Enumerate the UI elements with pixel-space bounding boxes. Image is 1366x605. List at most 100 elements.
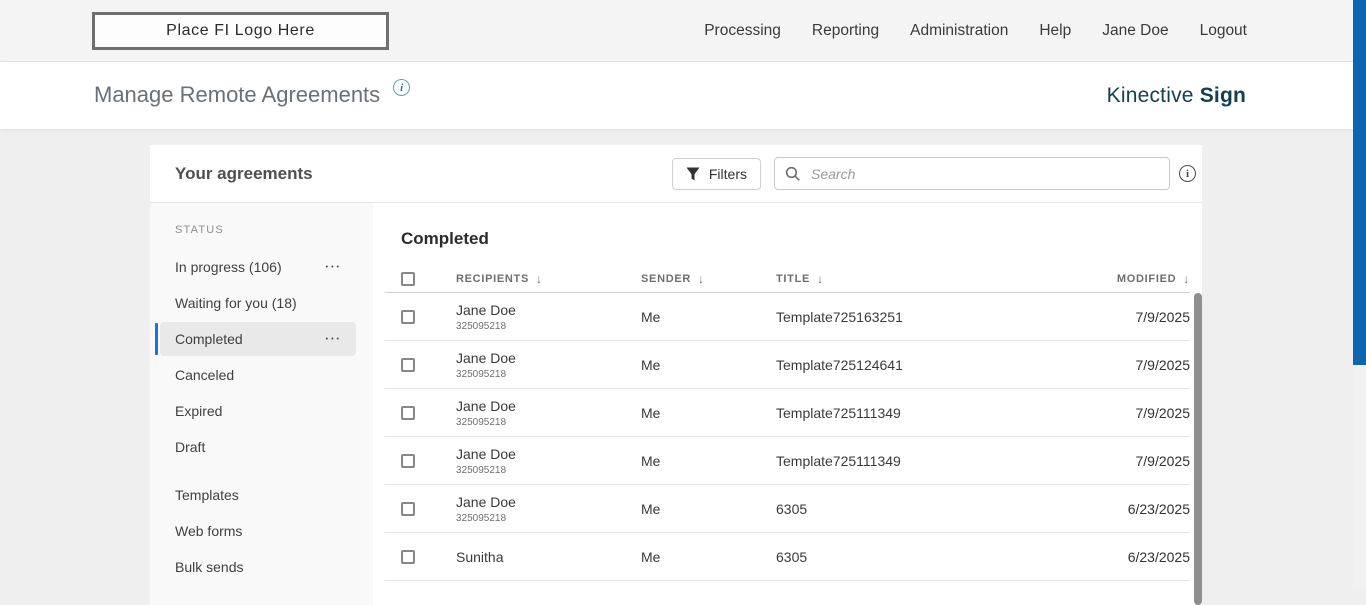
sidebar-item-templates[interactable]: Templates xyxy=(150,477,356,513)
modified-cell: 6/23/2025 xyxy=(1127,548,1190,565)
search-info-icon[interactable]: i xyxy=(1179,165,1196,182)
recipient-id: 325095218 xyxy=(456,512,507,524)
column-header-title[interactable]: TITLE ↓ xyxy=(776,272,1117,286)
table-rows: Jane Doe 325095218 Me Template725163251 … xyxy=(385,293,1190,581)
table-row[interactable]: Jane Doe 325095218 Me Template725163251 … xyxy=(385,293,1190,341)
sort-descending-icon[interactable]: ↓ xyxy=(1183,271,1190,286)
search-input[interactable] xyxy=(809,164,1159,183)
sort-descending-icon[interactable]: ↓ xyxy=(817,271,824,286)
page-info-icon[interactable]: i xyxy=(393,79,411,97)
search-box[interactable] xyxy=(774,157,1170,190)
status-sidebar: STATUS In progress (106) ••• Waiting for… xyxy=(150,203,373,605)
agreements-table-area: Completed RECIPIENTS ↓ SENDER ↓ TITLE ↓ MODIFI… xyxy=(373,203,1202,605)
sidebar-item-bulk-sends[interactable]: Bulk sends xyxy=(150,549,356,585)
status-section-label: STATUS xyxy=(175,224,224,236)
table-header-row: RECIPIENTS ↓ SENDER ↓ TITLE ↓ MODIFIED ↓ xyxy=(385,265,1190,293)
recipient-name: Jane Doe xyxy=(456,397,516,414)
recipient-id: 325095218 xyxy=(456,320,507,332)
nav-item-processing[interactable]: Processing xyxy=(704,21,781,39)
table-section-title: Completed xyxy=(401,229,489,248)
sidebar-divider-gap xyxy=(150,465,373,477)
table-row[interactable]: Jane Doe 325095218 Me Template725111349 … xyxy=(385,389,1190,437)
recipient-name: Jane Doe xyxy=(456,301,516,318)
column-header-modified[interactable]: MODIFIED ↓ xyxy=(1117,272,1190,286)
row-checkbox[interactable] xyxy=(401,405,415,420)
brand-name: Kinective xyxy=(1106,83,1194,107)
sidebar-item-label: Waiting for you (18) xyxy=(175,295,297,311)
sender-cell: Me xyxy=(641,452,661,469)
filters-button-label: Filters xyxy=(708,165,747,182)
page-scrollbar[interactable] xyxy=(1353,0,1366,589)
sidebar-item-waiting-for-you-18[interactable]: Waiting for you (18) xyxy=(150,285,356,321)
page-scrollbar-thumb[interactable] xyxy=(1353,0,1366,365)
recipient-name: Sunitha xyxy=(456,548,504,565)
table-scrollbar-thumb[interactable] xyxy=(1194,293,1202,605)
filters-button[interactable]: Filters xyxy=(671,157,761,190)
title-cell: Template725163251 xyxy=(776,308,903,325)
sender-cell: Me xyxy=(641,500,661,517)
modified-cell: 7/9/2025 xyxy=(1135,404,1191,421)
nav-item-logout[interactable]: Logout xyxy=(1199,21,1247,39)
overflow-menu-icon[interactable]: ••• xyxy=(325,263,342,271)
sidebar-item-web-forms[interactable]: Web forms xyxy=(150,513,356,549)
overflow-menu-icon[interactable]: ••• xyxy=(325,335,342,343)
agreements-panel: Your agreements Filters i xyxy=(150,145,1202,605)
row-checkbox[interactable] xyxy=(401,309,415,324)
sidebar-item-label: Completed xyxy=(175,331,243,347)
sender-cell: Me xyxy=(641,308,661,325)
row-checkbox[interactable] xyxy=(401,357,415,372)
table-row[interactable]: Jane Doe 325095218 Me 6305 6/23/2025 xyxy=(385,485,1190,533)
table-row[interactable]: Jane Doe 325095218 Me Template725124641 … xyxy=(385,341,1190,389)
column-label: MODIFIED xyxy=(1116,272,1177,285)
sidebar-item-in-progress-106[interactable]: In progress (106) ••• xyxy=(150,249,356,285)
row-checkbox[interactable] xyxy=(401,549,415,564)
title-cell: 6305 xyxy=(776,500,808,517)
modified-cell: 7/9/2025 xyxy=(1135,452,1191,469)
nav-item-reporting[interactable]: Reporting xyxy=(811,21,880,39)
sidebar-item-draft[interactable]: Draft xyxy=(150,429,356,465)
recipient-name: Jane Doe xyxy=(456,445,516,462)
modified-cell: 6/23/2025 xyxy=(1127,500,1190,517)
column-label: TITLE xyxy=(776,272,811,285)
row-checkbox[interactable] xyxy=(401,501,415,516)
fi-logo-placeholder: Place FI Logo Here xyxy=(92,11,389,50)
recipient-id: 325095218 xyxy=(456,368,507,380)
sender-cell: Me xyxy=(641,356,661,373)
title-cell: 6305 xyxy=(776,548,808,565)
top-nav: Processing Reporting Administration Help Jan… xyxy=(704,22,1247,40)
sidebar-item-completed[interactable]: Completed ••• xyxy=(155,322,356,356)
column-header-sender[interactable]: SENDER ↓ xyxy=(641,272,776,286)
sidebar-secondary-list: Templates Web forms Bulk sends xyxy=(150,477,373,585)
sort-descending-icon[interactable]: ↓ xyxy=(536,271,543,286)
sidebar-item-expired[interactable]: Expired xyxy=(150,393,356,429)
column-header-recipients[interactable]: RECIPIENTS ↓ xyxy=(456,272,641,286)
title-cell: Template725111349 xyxy=(776,404,901,421)
modified-cell: 7/9/2025 xyxy=(1135,356,1191,373)
brand-logo: Kinective Sign xyxy=(1107,84,1246,108)
nav-item-help[interactable]: Help xyxy=(1039,21,1072,39)
sender-cell: Me xyxy=(641,404,661,421)
sidebar-item-label: In progress (106) xyxy=(175,259,282,275)
table-row[interactable]: Sunitha Me 6305 6/23/2025 xyxy=(385,533,1190,581)
sidebar-item-label: Draft xyxy=(175,439,206,455)
sort-descending-icon[interactable]: ↓ xyxy=(698,271,705,286)
nav-item-jane-doe[interactable]: Jane Doe xyxy=(1102,21,1169,39)
panel-title: Your agreements xyxy=(175,163,313,183)
title-cell: Template725111349 xyxy=(776,452,901,469)
row-checkbox[interactable] xyxy=(401,453,415,468)
sender-cell: Me xyxy=(641,548,661,565)
page-title: Manage Remote Agreements xyxy=(94,82,381,108)
table-row[interactable]: Jane Doe 325095218 Me Template725111349 … xyxy=(385,437,1190,485)
sidebar-item-label: Bulk sends xyxy=(175,559,244,575)
sidebar-item-label: Templates xyxy=(175,487,239,503)
recipient-name: Jane Doe xyxy=(456,349,516,366)
sidebar-item-label: Canceled xyxy=(175,367,235,383)
title-cell: Template725124641 xyxy=(776,356,903,373)
nav-item-administration[interactable]: Administration xyxy=(910,21,1009,39)
sidebar-item-label: Expired xyxy=(175,403,223,419)
select-all-checkbox[interactable] xyxy=(401,271,415,286)
panel-header: Your agreements Filters i xyxy=(150,145,1202,203)
sidebar-item-label: Web forms xyxy=(175,523,243,539)
sidebar-item-canceled[interactable]: Canceled xyxy=(150,357,356,393)
title-band: Manage Remote Agreements i Kinective Sig… xyxy=(0,62,1366,129)
